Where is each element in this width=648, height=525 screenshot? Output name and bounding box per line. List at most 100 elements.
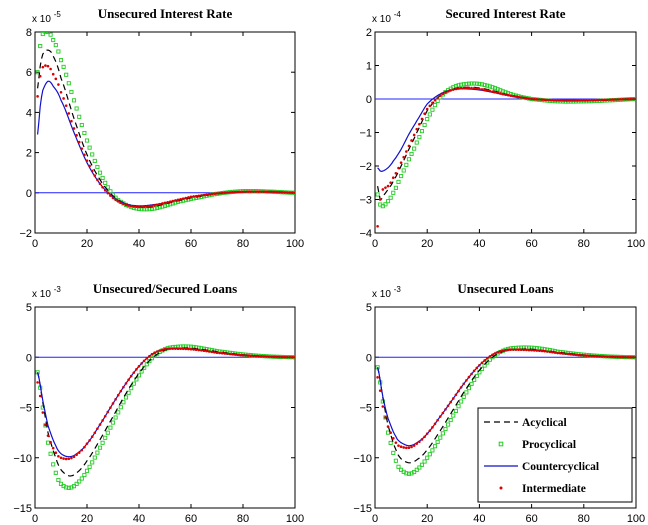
data-point-intermediate [122, 385, 125, 389]
data-point-intermediate [551, 350, 554, 354]
data-point-procyclical [53, 43, 58, 48]
scale-exponent: -3 [54, 285, 62, 294]
chart-panel-unsecured-loans: 0 20 40 60 80 100 −15 −10 −5 0 5x 10 -3 Unsecured L… [353, 281, 645, 525]
data-point-intermediate [600, 355, 604, 358]
data-point-intermediate [155, 350, 159, 353]
data-point-intermediate [171, 347, 175, 350]
data-point-procyclical [40, 32, 45, 37]
series-countercyclical [37, 80, 295, 207]
data-point-intermediate [44, 423, 47, 427]
data-point-intermediate [283, 355, 286, 359]
data-point-intermediate [579, 99, 583, 102]
data-point-intermediate [72, 455, 76, 459]
data-point-intermediate [496, 351, 499, 354]
data-point-intermediate [452, 397, 455, 400]
data-point-procyclical [105, 185, 110, 190]
series-procyclical [35, 32, 295, 212]
data-point-intermediate [405, 446, 408, 450]
data-point-intermediate [613, 355, 617, 359]
data-point-procyclical [35, 70, 40, 75]
data-point-intermediate [399, 161, 403, 164]
data-point-intermediate [423, 112, 426, 115]
data-point-intermediate [517, 348, 520, 352]
data-point-intermediate [504, 93, 507, 96]
data-point-intermediate [291, 355, 294, 359]
data-point-procyclical [90, 152, 95, 157]
data-point-intermediate [483, 359, 486, 362]
data-point-intermediate [548, 350, 552, 354]
data-point-intermediate [215, 351, 219, 355]
x-tick-label: 80 [237, 513, 249, 525]
data-point-intermediate [90, 435, 94, 439]
data-point-procyclical [490, 85, 495, 90]
data-point-intermediate [218, 351, 221, 355]
data-point-intermediate [288, 355, 292, 359]
data-point-intermediate [275, 355, 279, 359]
data-point-intermediate [433, 98, 437, 102]
data-point-intermediate [608, 355, 612, 359]
data-point-procyclical [446, 422, 451, 427]
data-point-procyclical [461, 394, 466, 399]
data-point-intermediate [88, 164, 91, 168]
y-tick-label: 5 [26, 302, 32, 314]
data-point-intermediate [506, 93, 510, 97]
data-point-procyclical [435, 439, 440, 444]
data-point-procyclical [414, 467, 419, 472]
y-tick-label: 5 [366, 302, 372, 314]
data-point-intermediate [595, 354, 599, 358]
data-point-intermediate [480, 361, 484, 365]
data-point-intermediate [59, 91, 63, 94]
y-tick-label: −2 [359, 161, 372, 173]
data-point-intermediate [194, 194, 198, 198]
data-point-procyclical [45, 32, 51, 35]
data-point-intermediate [551, 98, 554, 102]
data-point-intermediate [145, 357, 149, 360]
data-point-intermediate [577, 353, 580, 357]
series-intermediate [376, 86, 636, 228]
data-point-intermediate [205, 193, 208, 196]
data-point-intermediate [181, 347, 185, 351]
data-point-procyclical [461, 82, 466, 87]
data-point-procyclical [383, 202, 388, 207]
data-point-procyclical [443, 426, 448, 432]
legend-label-acyclical: Acyclical [522, 417, 567, 429]
data-point-intermediate [285, 191, 289, 194]
data-point-procyclical [453, 408, 458, 413]
data-point-intermediate [501, 92, 505, 96]
data-point-procyclical [425, 117, 430, 122]
data-point-intermediate [632, 97, 635, 101]
x-tick-label: 100 [286, 238, 304, 250]
data-point-procyclical [79, 122, 84, 128]
data-point-intermediate [454, 393, 458, 397]
data-point-intermediate [174, 347, 177, 350]
data-point-intermediate [184, 347, 188, 351]
data-point-intermediate [194, 348, 198, 352]
series-intermediate [36, 64, 295, 209]
data-point-procyclical [459, 399, 464, 404]
data-point-procyclical [95, 164, 100, 170]
data-point-intermediate [530, 348, 533, 352]
data-point-intermediate [223, 191, 227, 195]
y-tick-label: −10 [353, 453, 372, 465]
series-line-countercyclical [37, 348, 295, 458]
data-point-procyclical [56, 477, 61, 483]
data-point-intermediate [210, 350, 214, 354]
data-point-intermediate [174, 199, 177, 202]
data-point-intermediate [559, 351, 562, 355]
data-point-procyclical [469, 381, 474, 386]
data-point-procyclical [399, 173, 404, 179]
data-point-intermediate [181, 197, 185, 200]
data-point-procyclical [97, 170, 103, 175]
data-point-intermediate [62, 97, 65, 100]
data-point-intermediate [512, 348, 515, 351]
data-point-intermediate [179, 347, 182, 351]
data-point-intermediate [259, 190, 263, 193]
data-point-intermediate [187, 196, 190, 199]
data-point-procyclical [147, 359, 152, 364]
data-point-procyclical [406, 471, 411, 476]
legend-item-procyclical: Procyclical [498, 439, 576, 451]
axes-box [374, 31, 637, 234]
data-point-intermediate [239, 190, 242, 194]
data-point-intermediate [598, 355, 601, 358]
data-point-intermediate [96, 427, 99, 430]
